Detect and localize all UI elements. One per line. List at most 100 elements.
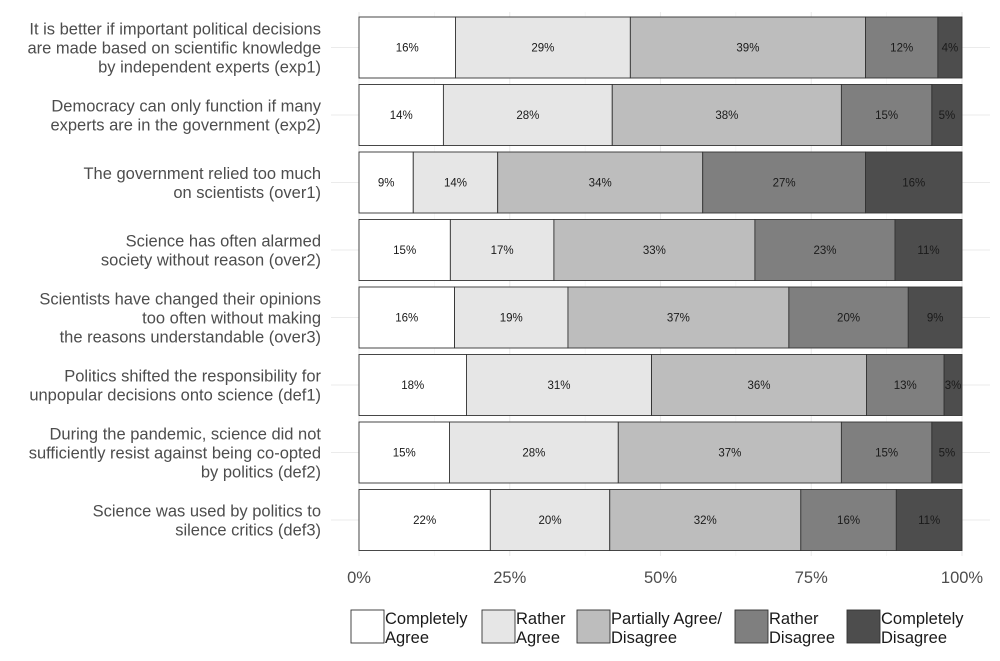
data-label: 13% [894, 380, 917, 392]
data-label: 9% [927, 313, 944, 325]
data-label: 3% [945, 380, 962, 392]
legend-label: Agree [385, 629, 429, 647]
bar-segment [629, 16, 866, 79]
x-tick-label: 50% [644, 569, 677, 587]
legend-label: Partially Agree/ [611, 610, 722, 628]
category-label: During the pandemic, science did not [50, 426, 322, 444]
data-label: 27% [773, 178, 796, 190]
bar-segment [651, 354, 867, 416]
bar-segment [895, 489, 963, 551]
data-label: 15% [875, 110, 898, 122]
legend-label: Rather [516, 610, 566, 628]
bar-segment [840, 84, 933, 146]
bar-segment [840, 421, 933, 484]
bar-segment [497, 151, 704, 214]
data-label: 39% [736, 43, 759, 55]
data-label: 16% [902, 178, 925, 190]
category-label: are made based on scientific knowledge [27, 40, 321, 58]
bar-segment [931, 421, 963, 484]
data-label: 5% [939, 448, 956, 460]
data-label: 20% [837, 313, 860, 325]
data-label: 16% [396, 43, 419, 55]
legend-key [481, 609, 516, 644]
data-label: 15% [393, 448, 416, 460]
category-label: Science has often alarmed [126, 233, 321, 251]
category-label: the reasons understandable (over3) [60, 329, 321, 347]
legend-key [846, 609, 881, 644]
data-label: 5% [939, 110, 956, 122]
data-label: 18% [401, 380, 424, 392]
legend-label: Completely [881, 610, 964, 628]
category-label: too often without making [142, 310, 321, 328]
data-label: 36% [747, 380, 770, 392]
legend-key [350, 609, 385, 644]
bar-segment [358, 421, 450, 484]
legend-key [576, 609, 611, 644]
x-tick-label: 25% [493, 569, 526, 587]
bar-segment [567, 286, 790, 349]
x-tick-label: 100% [941, 569, 984, 587]
bar-segment [907, 286, 963, 349]
category-label: experts are in the government (exp2) [50, 117, 321, 135]
bar-segment [894, 219, 963, 281]
category-label: by politics (def2) [201, 464, 321, 482]
data-label: 22% [413, 515, 436, 527]
data-label: 37% [718, 448, 741, 460]
data-label: 29% [531, 43, 554, 55]
category-label: on scientists (over1) [173, 184, 321, 202]
data-label: 23% [813, 245, 836, 257]
bar-segment [358, 151, 414, 214]
bar-segment [358, 16, 456, 79]
legend-label: Completely [385, 610, 468, 628]
bar-segment [611, 84, 842, 146]
bar-segment [943, 354, 963, 416]
data-label: 20% [539, 515, 562, 527]
data-label: 15% [393, 245, 416, 257]
x-axis-ticks: 0% 25% 50% 75% 100% [347, 569, 983, 587]
data-label: 32% [694, 515, 717, 527]
bars: 16% 29% 39% 12% 4% 14% 28% 38% 15% 5% 9% 14% 34% 27% 1… [358, 16, 963, 551]
bar-segment [466, 354, 652, 416]
data-label: 31% [547, 380, 570, 392]
data-label: 11% [917, 245, 939, 257]
data-label: 28% [522, 448, 545, 460]
data-label: 28% [516, 110, 539, 122]
bar-segment [754, 219, 896, 281]
category-label: It is better if important political deci… [29, 21, 321, 39]
data-label: 34% [589, 178, 612, 190]
bar-segment [412, 151, 499, 214]
bar-segment [937, 16, 963, 79]
data-label: 4% [942, 43, 959, 55]
bar-segment [489, 489, 611, 551]
data-label: 11% [918, 515, 940, 527]
bar-segment [865, 16, 939, 79]
bar-segment [442, 84, 613, 146]
category-label: unpopular decisions onto science (def1) [29, 387, 321, 405]
legend-key [734, 609, 769, 644]
data-label: 12% [890, 43, 913, 55]
data-label: 16% [395, 313, 418, 325]
legend-label: Agree [516, 629, 560, 647]
legend-label: Disagree [611, 629, 677, 647]
bar-segment [702, 151, 866, 214]
data-label: 19% [500, 313, 523, 325]
bar-segment [455, 16, 631, 79]
bar-segment [449, 219, 555, 281]
data-label: 14% [444, 178, 467, 190]
bar-segment [609, 489, 802, 551]
bar-segment [865, 151, 963, 214]
category-label: sufficiently resist against being co-opt… [29, 445, 321, 463]
bar-segment [800, 489, 897, 551]
data-label: 9% [378, 178, 395, 190]
category-label: by independent experts (exp1) [98, 59, 321, 77]
bar-segment [553, 219, 756, 281]
bar-segment [358, 286, 455, 349]
legend-label: Disagree [881, 629, 947, 647]
data-label: 16% [837, 515, 860, 527]
category-label: Scientists have changed their opinions [39, 291, 321, 309]
category-label: Science was used by politics to [93, 503, 321, 521]
data-label: 14% [390, 110, 413, 122]
legend-label: Rather [769, 610, 819, 628]
